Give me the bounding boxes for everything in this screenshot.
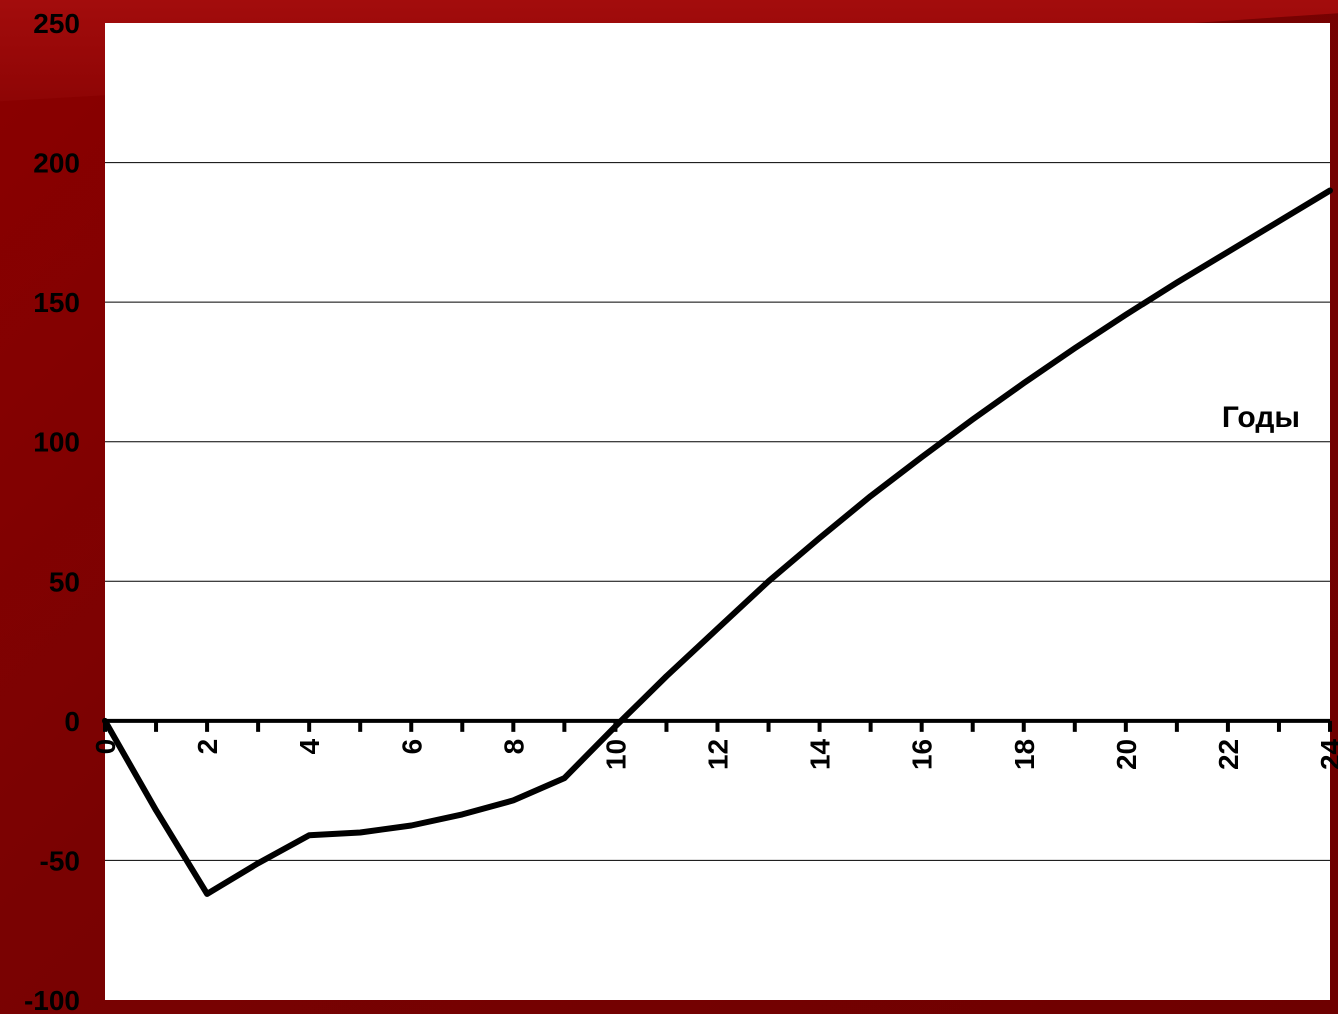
plot-area	[105, 23, 1330, 1000]
x-tick-label: 22	[1213, 739, 1244, 770]
x-tick-label: 4	[294, 738, 325, 754]
x-tick-label: 16	[907, 739, 938, 770]
x-tick-label: 20	[1111, 739, 1142, 770]
x-tick-label: 24	[1315, 738, 1338, 770]
y-tick-label: 250	[33, 8, 80, 39]
x-axis-title: Годы	[1222, 401, 1300, 434]
x-tick-label: 10	[600, 739, 631, 770]
x-tick-label: 14	[805, 738, 836, 770]
x-tick-label: 6	[396, 739, 427, 755]
series-line	[102, 187, 1333, 897]
x-axis-labels: 0 2 4 6 8 10 12 14 16 18 20 22 24	[90, 738, 1338, 770]
y-tick-label: -100	[24, 985, 80, 1014]
x-tick-label: 0	[90, 739, 121, 755]
x-axis	[103, 718, 1332, 732]
y-tick-label: 150	[33, 287, 80, 318]
x-tick-label: 12	[703, 739, 734, 770]
y-tick-label: 100	[33, 427, 80, 458]
y-tick-label: -50	[40, 845, 80, 876]
x-tick-label: 8	[498, 739, 529, 755]
y-tick-label: 50	[49, 566, 80, 597]
gridlines	[105, 162, 1330, 861]
x-tick-label: 18	[1009, 739, 1040, 770]
y-tick-label: 0	[64, 706, 80, 737]
x-tick-label: 2	[192, 739, 223, 755]
y-tick-label: 200	[33, 148, 80, 179]
y-axis-labels: 250 200 150 100 50 0 -50 -100	[24, 8, 80, 1014]
